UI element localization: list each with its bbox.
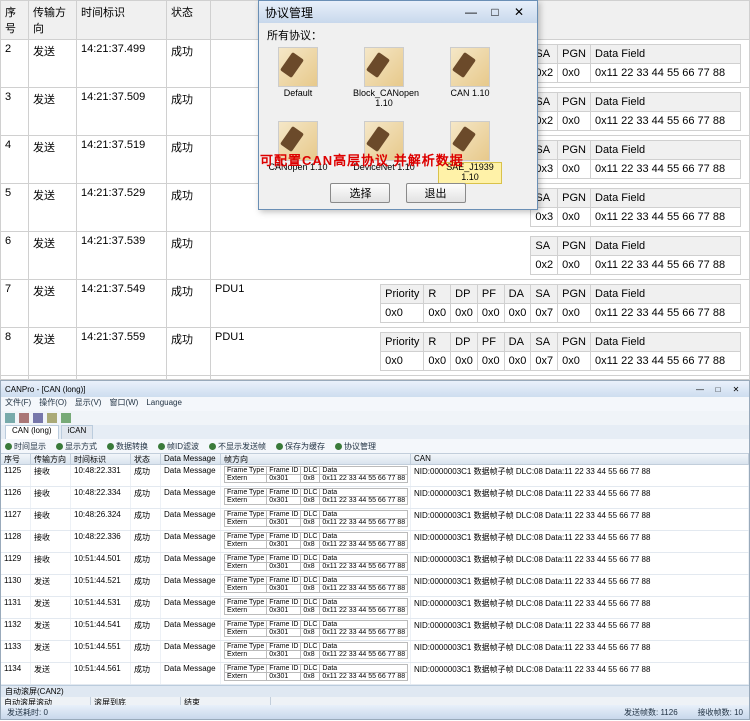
protocol-dialog: 协议管理 — □ ✕ 所有协议： Default Block_CANopen 1.… (258, 0, 538, 210)
frame-subtable: Frame TypeFrame IDDLCData Extern0x3010x8… (224, 532, 408, 549)
frame-subtable: Frame TypeFrame IDDLCData Extern0x3010x8… (224, 598, 408, 615)
grid-row[interactable]: 1126 接收 10:48:22.334 成功 Data Message Fra… (1, 487, 749, 509)
col-st: 状态 (167, 1, 211, 40)
dialog-titlebar[interactable]: 协议管理 — □ ✕ (259, 1, 537, 23)
pdu-label: PDU1 (215, 283, 244, 295)
app-max-icon[interactable]: □ (709, 385, 727, 394)
minimize-icon[interactable]: — (459, 5, 483, 19)
app-title: CANPro - [CAN (long)] (5, 385, 85, 394)
grid-row[interactable]: 1129 接收 10:51:44.501 成功 Data Message Fra… (1, 553, 749, 575)
frame-subtable: Frame TypeFrame IDDLCData Extern0x3010x8… (224, 554, 408, 571)
pdu-table: PriorityRDPPFDASAPGNData Field 0x00x00x0… (380, 332, 741, 371)
dialog-title: 协议管理 (265, 4, 313, 21)
protocol-label: Default (267, 89, 329, 99)
tool2-item[interactable]: 数据转换 (107, 441, 148, 452)
grid-row[interactable]: 1125 接收 10:48:22.331 成功 Data Message Fra… (1, 465, 749, 487)
status-mid: 发送帧数: 1126 (624, 707, 678, 718)
frame-subtable: Frame TypeFrame IDDLCData Extern0x3010x8… (224, 576, 408, 593)
table-row[interactable]: 8 发送 14:21:37.559 成功 PDU1 PriorityRDPPFD… (1, 328, 750, 376)
grid-header: 序号 传输方向 时间标识 状态 Data Message 帧方向 CAN (1, 453, 749, 465)
hdr-id: 序号 (1, 454, 31, 464)
menu-item[interactable]: 显示(V) (75, 398, 102, 407)
frame-subtable: Frame TypeFrame IDDLCData Extern0x3010x8… (224, 466, 408, 483)
hdr-dm: Data Message (161, 454, 221, 464)
col-dir: 传输方向 (29, 1, 77, 40)
menu-bar: 文件(F) 操作(O) 显示(V) 窗口(W) Language (1, 397, 749, 411)
toolbar-2: 时间显示显示方式数据转换帧ID滤波不显示发送帧保存为缓存协议管理 (1, 439, 749, 453)
pdu-table-short: SAPGNData Field 0x20x00x11 22 33 44 55 6… (530, 92, 741, 131)
pdu-table-short: SAPGNData Field 0x30x00x11 22 33 44 55 6… (530, 140, 741, 179)
app-titlebar[interactable]: CANPro - [CAN (long)] — □ ✕ (1, 381, 749, 397)
tool-icon[interactable] (33, 413, 43, 423)
protocol-icon (278, 47, 318, 87)
tool2-item[interactable]: 显示方式 (56, 441, 97, 452)
hdr-dir: 传输方向 (31, 454, 71, 464)
pdu-table-short: SAPGNData Field 0x20x00x11 22 33 44 55 6… (530, 44, 741, 83)
table-row[interactable]: 7 发送 14:21:37.549 成功 PDU1 PriorityRDPPFD… (1, 280, 750, 328)
maximize-icon[interactable]: □ (483, 5, 507, 19)
protocol-item[interactable]: CAN 1.10 (439, 47, 501, 109)
tab-bar: CAN (long) iCAN (1, 425, 749, 439)
menu-item[interactable]: Language (146, 398, 182, 407)
col-idx: 序号 (1, 1, 29, 40)
grid-row[interactable]: 1130 发送 10:51:44.521 成功 Data Message Fra… (1, 575, 749, 597)
protocol-label: CAN 1.10 (439, 89, 501, 99)
hdr-st: 状态 (131, 454, 161, 464)
tool2-item[interactable]: 协议管理 (335, 441, 376, 452)
col-ts: 时间标识 (77, 1, 167, 40)
tool2-item[interactable]: 帧ID滤波 (158, 441, 199, 452)
grid-row[interactable]: 1127 接收 10:48:26.324 成功 Data Message Fra… (1, 509, 749, 531)
frame-subtable: Frame TypeFrame IDDLCData Extern0x3010x8… (224, 664, 408, 681)
menu-item[interactable]: 文件(F) (5, 398, 31, 407)
select-button[interactable]: 选择 (330, 183, 390, 203)
top-panel: 序号 传输方向 时间标识 状态 2 发送 14:21:37.499 成功 SAP… (0, 0, 750, 380)
protocol-icon (364, 47, 404, 87)
protocol-item[interactable]: Block_CANopen 1.10 (353, 47, 415, 109)
tool-icon[interactable] (61, 413, 71, 423)
status-bar: 发送耗时: 0 发送帧数: 1126 接收帧数: 10 (1, 705, 749, 719)
annotation-text: 可配置CAN高层协议 并解析数据 (260, 150, 464, 169)
protocol-item[interactable]: Default (267, 47, 329, 109)
tool-icon[interactable] (5, 413, 15, 423)
grid-row[interactable]: 1133 发送 10:51:44.551 成功 Data Message Fra… (1, 641, 749, 663)
tab-can[interactable]: CAN (long) (5, 425, 59, 439)
frame-subtable: Frame TypeFrame IDDLCData Extern0x3010x8… (224, 642, 408, 659)
footer-tab[interactable]: 自动滚屏(CAN2) (1, 685, 749, 697)
protocol-label: Block_CANopen 1.10 (353, 89, 415, 109)
status-left: 发送耗时: 0 (7, 707, 48, 718)
grid-row[interactable]: 1128 接收 10:48:22.336 成功 Data Message Fra… (1, 531, 749, 553)
table-row[interactable]: 6 发送 14:21:37.539 成功 SAPGNData Field 0x2… (1, 232, 750, 280)
close-icon[interactable]: ✕ (507, 5, 531, 19)
all-protocols-label: 所有协议： (267, 27, 529, 43)
menu-item[interactable]: 窗口(W) (109, 398, 138, 407)
frame-subtable: Frame TypeFrame IDDLCData Extern0x3010x8… (224, 488, 408, 505)
hdr-can: CAN (411, 454, 749, 464)
tool-icon[interactable] (47, 413, 57, 423)
tool2-item[interactable]: 不显示发送帧 (209, 441, 266, 452)
app-close-icon[interactable]: ✕ (727, 385, 745, 394)
toolbar-1 (1, 411, 749, 425)
pdu-table: PriorityRDPPFDASAPGNData Field 0x00x00x0… (380, 284, 741, 323)
menu-item[interactable]: 操作(O) (39, 398, 67, 407)
grid-body: 1125 接收 10:48:22.331 成功 Data Message Fra… (1, 465, 749, 685)
grid-row[interactable]: 1132 发送 10:51:44.541 成功 Data Message Fra… (1, 619, 749, 641)
pdu-table-short: SAPGNData Field 0x30x00x11 22 33 44 55 6… (530, 188, 741, 227)
pdu-table-short: SAPGNData Field 0x20x00x11 22 33 44 55 6… (530, 236, 741, 275)
tool-icon[interactable] (19, 413, 29, 423)
grid-row[interactable]: 1134 发送 10:51:44.561 成功 Data Message Fra… (1, 663, 749, 685)
hdr-frame: 帧方向 (221, 454, 411, 464)
status-right: 接收帧数: 10 (698, 707, 743, 718)
tool2-item[interactable]: 保存为缓存 (276, 441, 325, 452)
app-min-icon[interactable]: — (691, 385, 709, 394)
pdu-label: PDU1 (215, 331, 244, 343)
bottom-app: CANPro - [CAN (long)] — □ ✕ 文件(F) 操作(O) 显示… (0, 380, 750, 720)
frame-subtable: Frame TypeFrame IDDLCData Extern0x3010x8… (224, 620, 408, 637)
hdr-ts: 时间标识 (71, 454, 131, 464)
exit-button[interactable]: 退出 (406, 183, 466, 203)
tool2-item[interactable]: 时间显示 (5, 441, 46, 452)
protocol-icon (450, 47, 490, 87)
tab-ican[interactable]: iCAN (61, 425, 94, 439)
frame-subtable: Frame TypeFrame IDDLCData Extern0x3010x8… (224, 510, 408, 527)
grid-row[interactable]: 1131 发送 10:51:44.531 成功 Data Message Fra… (1, 597, 749, 619)
